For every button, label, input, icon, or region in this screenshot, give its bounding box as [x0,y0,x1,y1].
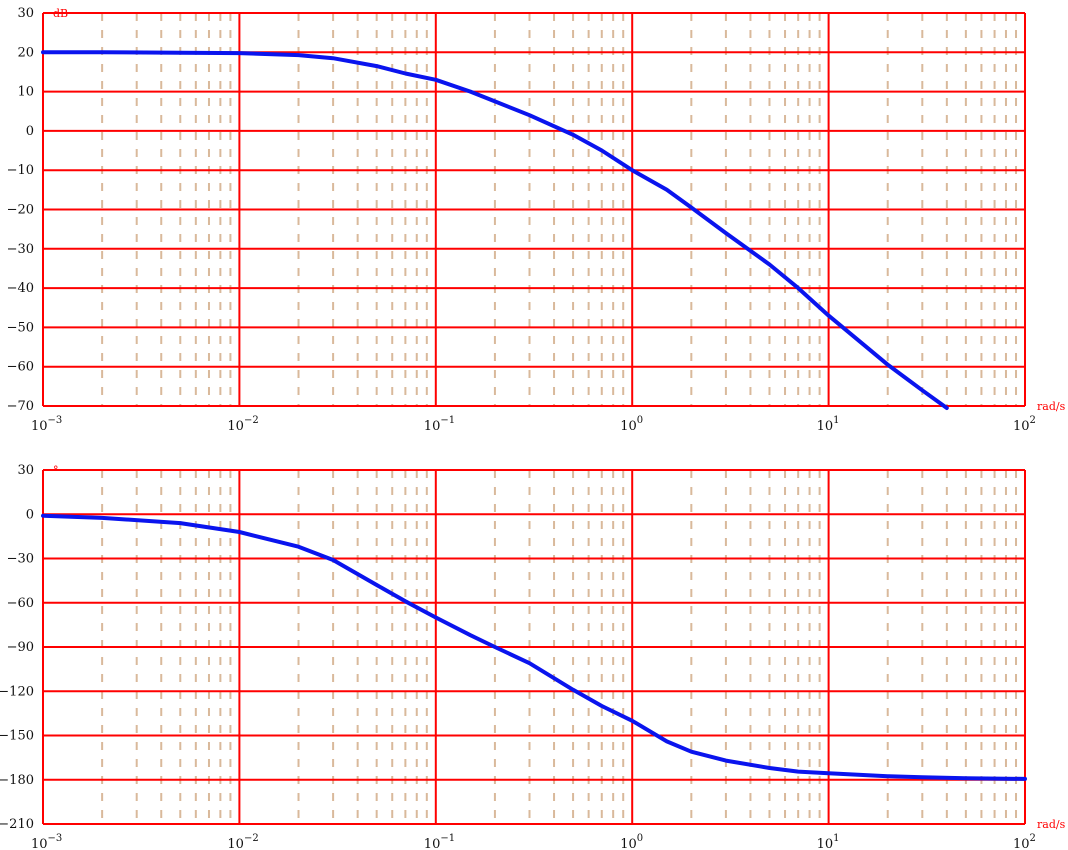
x-tick-label: 10−1 [424,833,455,850]
y-tick-label: 30 [17,6,34,21]
y-tick-label: 30 [17,463,34,478]
y-tick-label: −60 [7,596,34,611]
y-tick-label: −210 [0,817,34,832]
y-tick-label: −70 [7,399,34,414]
y-tick-label: −30 [7,552,34,567]
y-tick-label: 10 [17,85,34,100]
y-tick-label: 0 [26,507,34,522]
y-tick-label: −60 [7,360,34,375]
y-tick-label: −20 [7,203,34,218]
x-tick-label: 10−3 [31,833,62,850]
x-axis-unit: rad/s [1037,400,1066,413]
x-tick-label: 10−2 [227,415,258,434]
x-tick-label: 10−3 [31,415,62,434]
x-tick-label: 10−2 [227,833,258,850]
y-tick-label: 0 [26,124,34,139]
y-tick-label: 20 [17,45,34,60]
y-axis-unit: ° [53,464,59,477]
y-tick-label: −50 [7,320,34,335]
y-tick-label: −30 [7,242,34,257]
x-tick-label: 102 [1013,833,1036,850]
phase-curve [41,513,1027,781]
x-axis-unit: rad/s [1037,818,1066,831]
x-tick-label: 102 [1013,415,1036,434]
x-tick-label: 10−1 [424,415,455,434]
magnitude-curve [41,50,949,410]
y-tick-label: −150 [0,729,34,744]
y-axis-unit: dB [53,7,68,20]
y-tick-label: −40 [7,281,34,296]
x-tick-label: 100 [620,415,643,434]
x-tick-label: 101 [817,415,840,434]
y-tick-label: −180 [0,773,34,788]
y-tick-label: −120 [0,684,34,699]
y-tick-label: −10 [7,163,34,178]
x-tick-label: 100 [620,833,643,850]
x-tick-label: 101 [817,833,840,850]
y-tick-label: −90 [7,640,34,655]
